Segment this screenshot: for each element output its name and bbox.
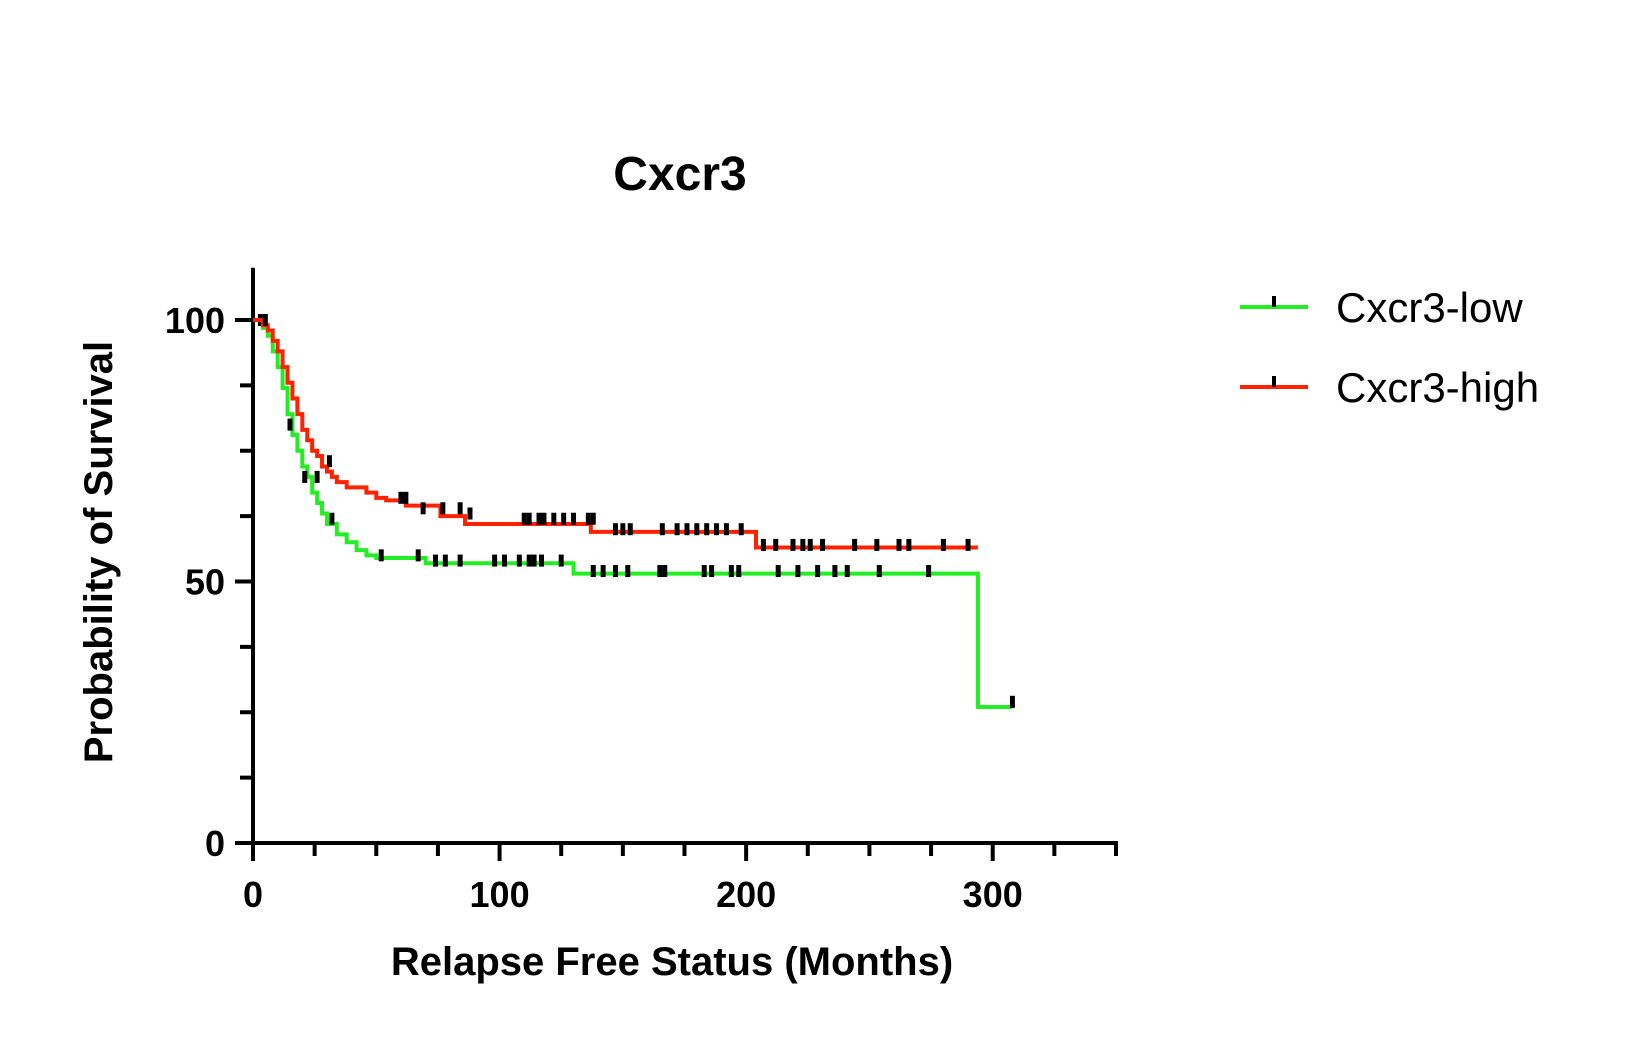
plot-area: 0 100 200 300 0 50 100: [165, 267, 1118, 915]
legend-item-low: Cxcr3-low: [1240, 284, 1523, 331]
survival-step-line: [253, 318, 1013, 710]
y-axis-label: Probability of Survival: [77, 341, 121, 763]
x-tick-label: 300: [963, 874, 1023, 915]
series-high: [253, 314, 978, 551]
x-tick-label: 0: [243, 874, 263, 915]
chart-title: Cxcr3: [613, 148, 746, 201]
y-tick-label: 0: [205, 823, 225, 864]
survival-step-line: [253, 318, 978, 550]
x-axis: 0 100 200 300: [243, 841, 1118, 915]
x-tick-label: 100: [470, 874, 530, 915]
legend: Cxcr3-low Cxcr3-high: [1240, 284, 1539, 411]
y-axis: 0 50 100: [165, 267, 255, 864]
x-axis-label: Relapse Free Status (Months): [391, 940, 953, 984]
x-tick-label: 200: [716, 874, 776, 915]
legend-label-low: Cxcr3-low: [1336, 284, 1523, 331]
series-low: [253, 314, 1015, 710]
legend-label-high: Cxcr3-high: [1336, 364, 1539, 411]
y-tick-label: 50: [185, 562, 225, 603]
legend-item-high: Cxcr3-high: [1240, 364, 1539, 411]
y-tick-label: 100: [165, 300, 225, 341]
series-layer: [253, 314, 1015, 710]
